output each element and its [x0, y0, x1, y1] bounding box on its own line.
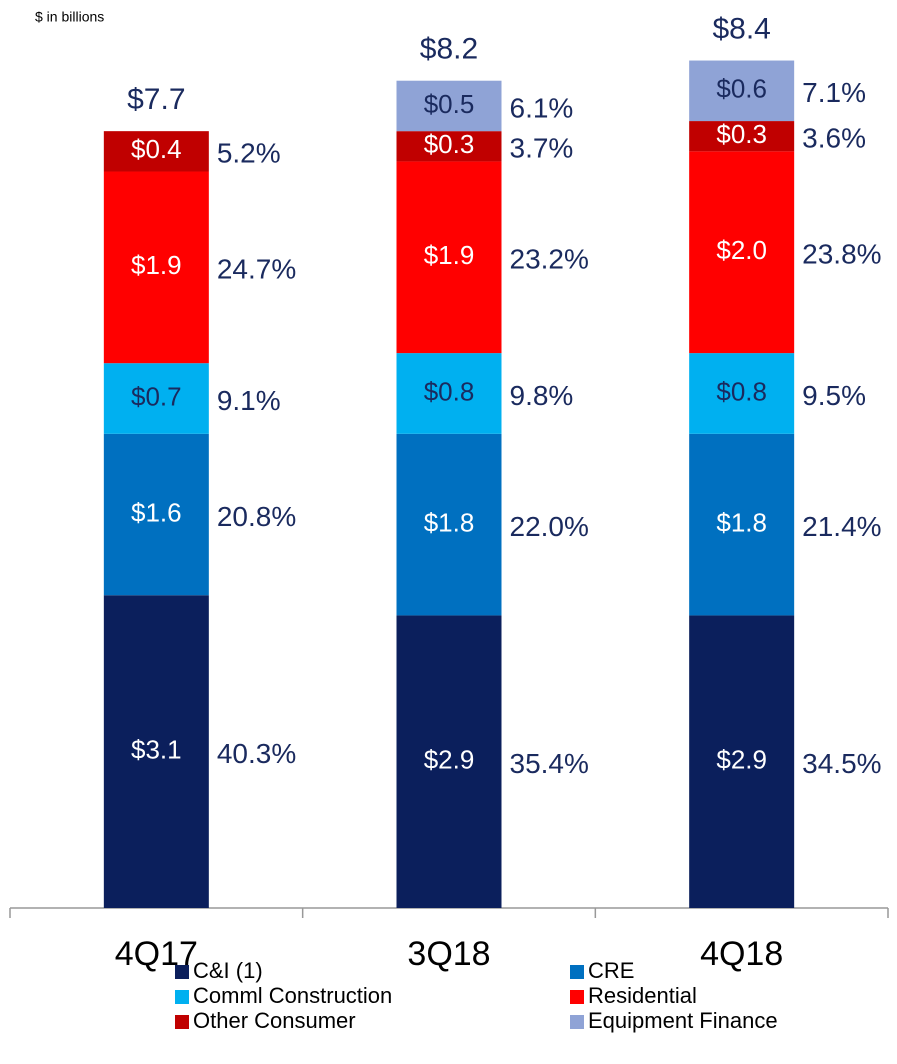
share-label: 9.8%: [510, 380, 574, 411]
legend-swatch: [175, 965, 189, 979]
value-label: $0.8: [424, 376, 475, 406]
bar-segment: [103, 595, 209, 908]
value-label: $1.9: [131, 250, 182, 280]
bar-segment: [103, 171, 209, 364]
value-label: $0.7: [131, 381, 182, 411]
bar-segment: [689, 151, 795, 354]
bar-segment: [689, 615, 795, 908]
bar-segment: [103, 433, 209, 596]
bar-segment: [396, 615, 502, 908]
value-label: $2.0: [716, 235, 767, 265]
x-tick-label: 4Q18: [700, 935, 783, 973]
bar-segment: [396, 433, 502, 616]
legend-swatch: [570, 990, 584, 1004]
share-label: 9.5%: [802, 380, 866, 411]
share-label: 23.8%: [802, 239, 881, 270]
bar-segment: [689, 121, 795, 152]
value-label: $2.9: [716, 745, 767, 775]
value-label: $1.9: [424, 240, 475, 270]
bar-segment: [396, 80, 502, 132]
legend-label: Residential: [588, 983, 697, 1008]
share-label: 35.4%: [510, 748, 589, 779]
legend-label: Equipment Finance: [588, 1008, 778, 1033]
value-label: $0.4: [131, 134, 182, 164]
value-label: $3.1: [131, 734, 182, 764]
share-label: 23.2%: [510, 244, 589, 275]
bar-segment: [689, 433, 795, 616]
share-label: 7.1%: [802, 77, 866, 108]
value-label: $0.3: [716, 119, 767, 149]
value-label: $0.6: [716, 74, 767, 104]
value-label: $1.6: [131, 497, 182, 527]
share-label: 9.1%: [217, 385, 281, 416]
legend-label: CRE: [588, 958, 634, 983]
value-label: $1.8: [716, 507, 767, 537]
share-label: 24.7%: [217, 254, 296, 285]
total-label: $7.7: [127, 83, 185, 116]
bar-segment: [396, 161, 502, 354]
share-label: 20.8%: [217, 501, 296, 532]
subtitle: $ in billions: [35, 9, 104, 25]
share-label: 40.3%: [217, 738, 296, 769]
bar-segment: [689, 60, 795, 122]
legend-swatch: [175, 1015, 189, 1029]
value-label: $0.8: [716, 376, 767, 406]
share-label: 5.2%: [217, 138, 281, 169]
legend-label: Other Consumer: [193, 1008, 356, 1033]
share-label: 3.7%: [510, 133, 574, 164]
legend-label: C&I (1): [193, 958, 263, 983]
legend-swatch: [570, 1015, 584, 1029]
legend-label: Comml Construction: [193, 983, 392, 1008]
value-label: $0.5: [424, 89, 475, 119]
bar-segment: [103, 363, 209, 434]
share-label: 3.6%: [802, 123, 866, 154]
share-label: 34.5%: [802, 748, 881, 779]
bar-segment: [103, 131, 209, 172]
total-label: $8.2: [420, 33, 478, 66]
bar-segment: [689, 353, 795, 434]
value-label: $2.9: [424, 745, 475, 775]
x-tick-label: 3Q18: [407, 935, 490, 973]
value-label: $1.8: [424, 507, 475, 537]
legend-swatch: [175, 990, 189, 1004]
bar-segment: [396, 353, 502, 434]
total-label: $8.4: [712, 12, 770, 45]
legend-swatch: [570, 965, 584, 979]
value-label: $0.3: [424, 129, 475, 159]
bar-segment: [396, 131, 502, 162]
share-label: 6.1%: [510, 92, 574, 123]
share-label: 22.0%: [510, 511, 589, 542]
share-label: 21.4%: [802, 511, 881, 542]
